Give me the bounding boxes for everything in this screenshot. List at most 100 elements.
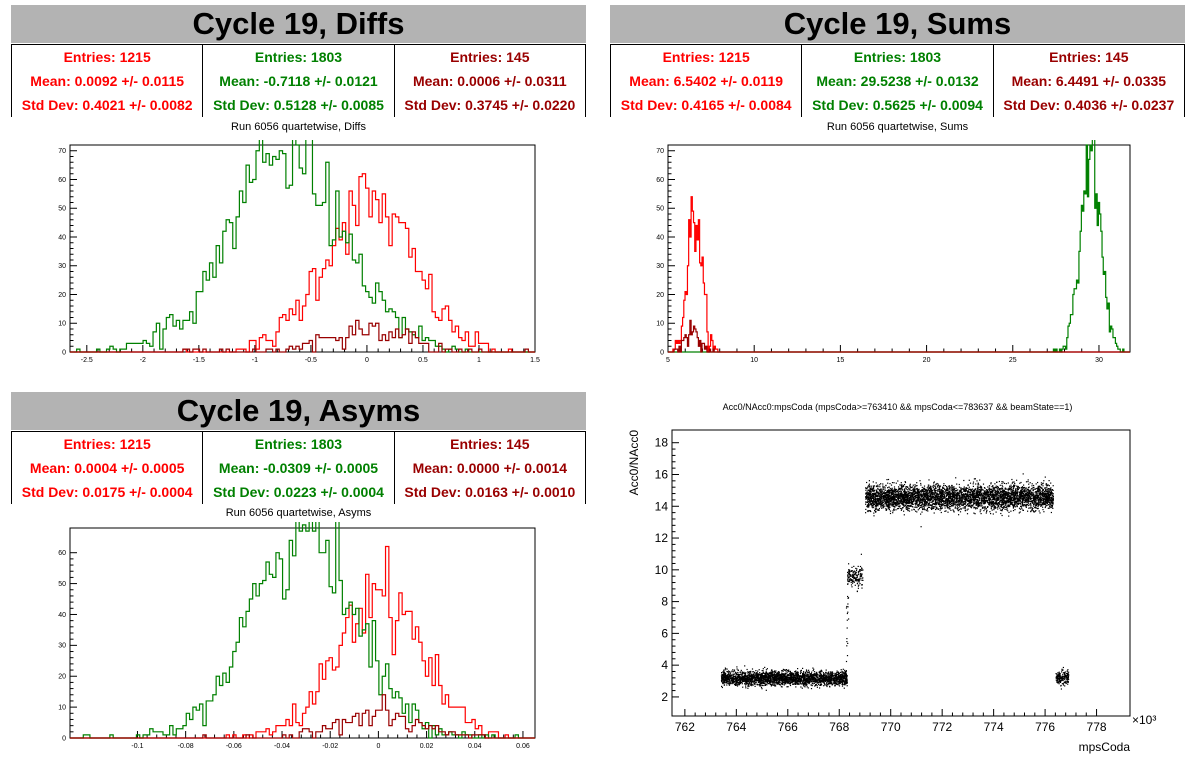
scatter-point [840, 669, 842, 671]
scatter-point [994, 491, 996, 493]
scatter-point [892, 490, 894, 492]
scatter-point [805, 679, 807, 682]
scatter-point [750, 673, 753, 675]
scatter-point [1004, 492, 1006, 494]
scatter-point [796, 678, 798, 680]
scatter-point [780, 679, 782, 681]
scatter-point [832, 679, 834, 681]
scatter-point [871, 488, 873, 490]
scatter-point [778, 681, 780, 683]
scatter-point [896, 508, 899, 510]
scatter-point [824, 677, 826, 679]
scatter-point [868, 484, 870, 486]
scatter-point [862, 579, 864, 581]
scatter-point [912, 494, 914, 496]
scatter-point [797, 679, 799, 681]
scatter-point [747, 684, 749, 686]
scatter-point [973, 501, 975, 503]
scatter-point [976, 496, 978, 498]
scatter-point [785, 683, 787, 685]
stat-stddev: Std Dev: 0.0223 +/- 0.0004 [213, 484, 384, 500]
scatter-point [804, 684, 806, 686]
scatter-point [826, 677, 828, 679]
scatter-point [770, 671, 772, 673]
scatter-point [947, 502, 949, 504]
scatter-point [892, 510, 894, 512]
scatter-point [851, 566, 853, 568]
y-tick-label: 0 [62, 735, 66, 742]
scatter-point [822, 672, 824, 674]
histogram-series-2 [668, 319, 1130, 353]
scatter-point [820, 676, 822, 678]
scatter-point [773, 678, 775, 680]
scatter-point [1005, 501, 1007, 503]
scatter-point [811, 675, 813, 677]
scatter-point [847, 580, 849, 583]
scatter-point [802, 684, 805, 686]
scatter-point [775, 672, 777, 674]
scatter-point [776, 683, 779, 685]
scatter-point [775, 681, 777, 683]
scatter-point [836, 682, 838, 684]
scatter-point [802, 667, 804, 669]
scatter-point [843, 682, 845, 684]
scatter-point [844, 671, 846, 673]
scatter-point [841, 678, 843, 680]
scatter-point [736, 674, 738, 676]
scatter-point [754, 674, 756, 676]
scatter-point [831, 671, 834, 673]
scatter-point [784, 669, 786, 671]
scatter-point [797, 678, 799, 680]
scatter-point [828, 672, 830, 675]
scatter-point [721, 678, 723, 680]
scatter-point [993, 498, 995, 501]
x-tick-label: 762 [675, 720, 695, 734]
scatter-point [728, 674, 730, 676]
stat-entries: Entries: 145 [450, 49, 530, 65]
scatter-point [737, 671, 739, 674]
scatter-point [765, 671, 767, 673]
scatter-point [986, 490, 988, 492]
scatter-point [730, 679, 732, 681]
scatter-point [811, 683, 813, 685]
scatter-point [992, 491, 994, 493]
scatter-point [849, 574, 851, 576]
scatter-point [957, 509, 959, 511]
scatter-point [739, 680, 741, 682]
scatter-point [1021, 486, 1024, 488]
scatter-point [917, 498, 919, 500]
scatter-point [764, 673, 766, 675]
scatter-point [776, 674, 778, 676]
scatter-point [929, 494, 931, 496]
scatter-point [760, 686, 763, 689]
scatter-point [797, 681, 799, 683]
scatter-point [1006, 504, 1008, 506]
x-tick-label: 0.04 [468, 743, 482, 750]
scatter-point [962, 490, 965, 492]
scatter-point [754, 679, 756, 681]
scatter-point [857, 587, 859, 589]
scatter-point [751, 676, 753, 678]
scatter-point [1008, 511, 1010, 513]
scatter-point [795, 674, 797, 676]
scatter-point [772, 678, 774, 680]
scatter-point [830, 673, 833, 675]
scatter-point [772, 677, 774, 679]
scatter-point [842, 681, 844, 683]
scatter-point [898, 506, 900, 508]
scatter-point [793, 683, 795, 685]
histogram-series-0 [70, 173, 535, 353]
scatter-point [936, 499, 939, 501]
scatter-point [784, 683, 786, 685]
scatter-point [892, 504, 894, 506]
scatter-point [789, 680, 791, 682]
scatter-point [781, 679, 783, 681]
scatter-point [848, 569, 850, 571]
scatter-point [932, 500, 934, 502]
scatter-point [814, 677, 816, 679]
scatter-point [733, 677, 735, 679]
scatter-point [1033, 499, 1035, 501]
scatter-point [769, 672, 771, 674]
scatter-point [948, 508, 950, 510]
scatter-point [1020, 493, 1022, 495]
